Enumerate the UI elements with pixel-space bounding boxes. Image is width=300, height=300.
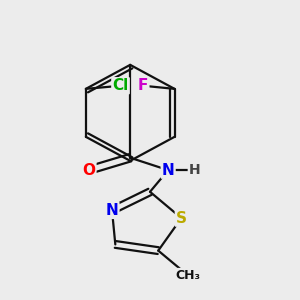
Text: CH₃: CH₃ — [176, 269, 200, 282]
Text: H: H — [189, 163, 200, 177]
Text: Cl: Cl — [112, 78, 129, 93]
Text: N: N — [162, 163, 175, 178]
Text: O: O — [82, 163, 95, 178]
Text: N: N — [106, 203, 118, 218]
Text: F: F — [138, 78, 148, 93]
Text: S: S — [176, 211, 187, 226]
